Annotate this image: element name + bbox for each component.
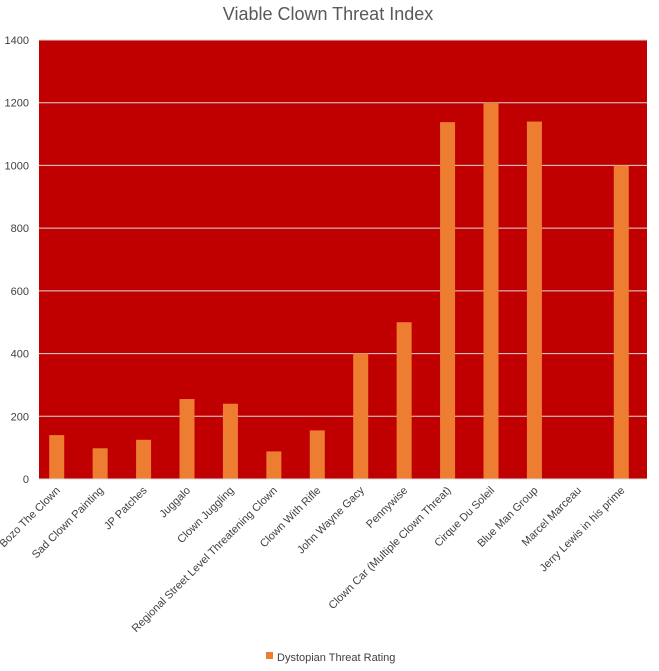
bar bbox=[136, 439, 152, 479]
legend-label: Dystopian Threat Rating bbox=[277, 652, 395, 664]
chart-title: Viable Clown Threat Index bbox=[223, 4, 433, 24]
bar bbox=[179, 399, 195, 479]
bar bbox=[222, 403, 238, 479]
legend: Dystopian Threat Rating bbox=[266, 652, 395, 664]
bar bbox=[526, 121, 542, 480]
bar bbox=[613, 165, 629, 479]
y-axis-tick-labels: 0 200 400 600 800 1000 1200 1400 bbox=[5, 35, 29, 486]
bar bbox=[396, 322, 412, 479]
plot-area bbox=[39, 40, 647, 479]
bar bbox=[92, 448, 108, 479]
bar bbox=[440, 122, 456, 480]
bar bbox=[266, 451, 282, 479]
x-category-label: Juggalo bbox=[157, 485, 193, 521]
x-category-label: Pennywise bbox=[364, 485, 410, 531]
gridlines bbox=[39, 39, 647, 417]
y-tick-label: 800 bbox=[11, 223, 29, 235]
bar bbox=[353, 353, 369, 479]
legend-swatch bbox=[266, 652, 273, 659]
y-tick-label: 1000 bbox=[5, 160, 29, 172]
x-category-label: Jerry Lewis in his prime bbox=[538, 485, 628, 575]
y-tick-label: 0 bbox=[23, 474, 29, 486]
bars bbox=[49, 102, 629, 480]
bar bbox=[309, 430, 325, 479]
bar bbox=[483, 102, 499, 479]
y-tick-label: 400 bbox=[11, 349, 29, 361]
x-category-label: JP Patches bbox=[102, 484, 150, 532]
bar bbox=[49, 435, 65, 479]
y-tick-label: 600 bbox=[11, 286, 29, 298]
y-tick-label: 200 bbox=[11, 411, 29, 423]
x-category-label: Sad Clown Painting bbox=[30, 485, 106, 561]
y-tick-label: 1400 bbox=[5, 35, 29, 47]
y-tick-label: 1200 bbox=[5, 98, 29, 110]
